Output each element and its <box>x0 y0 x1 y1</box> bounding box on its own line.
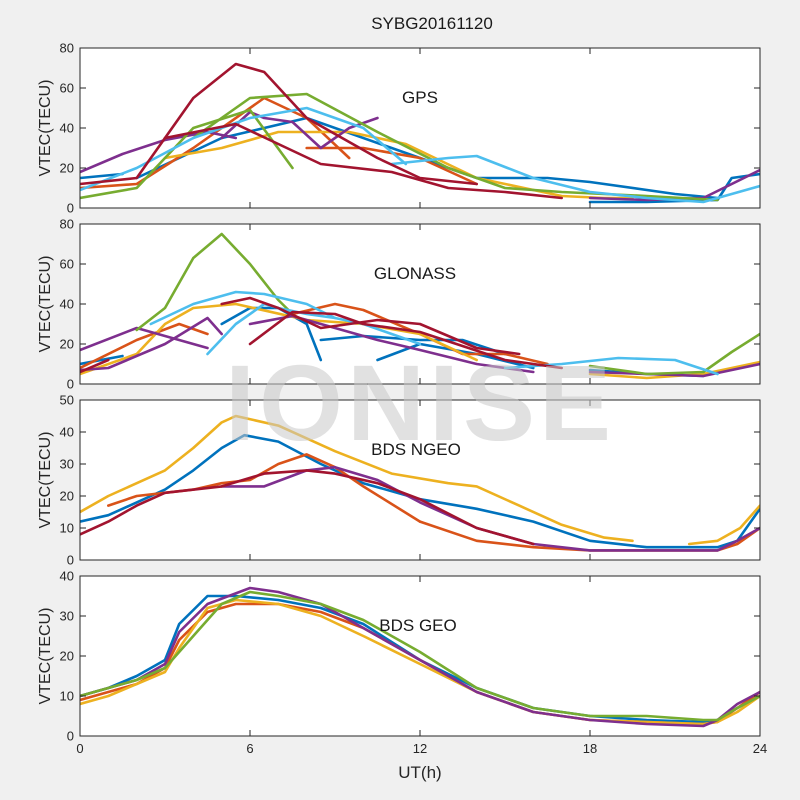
panel-0: 0 20 40 60 80 VTEC(TECU) GPS <box>37 41 761 216</box>
plot-area <box>80 400 760 560</box>
panel-2: 0 10 20 30 40 50 VTEC(TECU) BDS NGEO <box>37 393 761 568</box>
series-line-0 <box>80 354 124 366</box>
y-axis-label: VTEC(TECU) <box>37 256 54 353</box>
x-tick-label: 24 <box>753 741 767 756</box>
series-line-16 <box>206 302 422 356</box>
series-group <box>80 414 760 552</box>
series-line-3 <box>80 96 351 190</box>
series-line-12 <box>588 362 760 378</box>
y-tick-label: 80 <box>60 217 74 232</box>
series-line-2 <box>80 598 760 726</box>
y-tick-label: 0 <box>67 553 74 568</box>
x-tick-label: 12 <box>413 741 427 756</box>
panel-label: BDS NGEO <box>371 440 461 459</box>
x-tick-label: 18 <box>583 741 597 756</box>
y-tick-label: 40 <box>60 121 74 136</box>
series-line-20 <box>248 310 563 370</box>
panel-label: GLONASS <box>374 264 456 283</box>
series-line-0 <box>80 594 760 724</box>
y-tick-label: 40 <box>60 569 74 584</box>
series-line-14 <box>163 122 563 200</box>
y-tick-label: 20 <box>60 489 74 504</box>
series-line-7 <box>80 302 478 376</box>
series-line-0 <box>80 433 760 549</box>
panel-1: 0 20 40 60 80 VTEC(TECU) GLONASS <box>37 217 761 392</box>
y-tick-label: 20 <box>60 649 74 664</box>
series-group <box>80 232 760 380</box>
series-line-4 <box>687 504 760 546</box>
y-tick-label: 10 <box>60 689 74 704</box>
y-tick-label: 40 <box>60 297 74 312</box>
series-line-0 <box>80 172 124 180</box>
y-tick-label: 0 <box>67 377 74 392</box>
series-line-13 <box>135 232 294 332</box>
series-line-9 <box>80 316 223 372</box>
y-tick-label: 50 <box>60 393 74 408</box>
watermark: IONISE <box>225 342 615 463</box>
y-tick-label: 20 <box>60 161 74 176</box>
y-tick-label: 60 <box>60 257 74 272</box>
y-tick-label: 30 <box>60 609 74 624</box>
series-line-1 <box>107 453 422 523</box>
series-line-12 <box>390 154 760 204</box>
y-tick-label: 0 <box>67 729 74 744</box>
series-line-3 <box>80 414 634 543</box>
x-tick-label: 0 <box>76 741 83 756</box>
y-axis-label: VTEC(TECU) <box>37 432 54 529</box>
y-axis-label: VTEC(TECU) <box>37 608 54 705</box>
y-tick-label: 20 <box>60 337 74 352</box>
figure-title: SYBG20161120 <box>371 14 493 33</box>
series-line-6 <box>80 469 535 546</box>
y-axis-label: VTEC(TECU) <box>37 80 54 177</box>
series-line-15 <box>149 290 337 326</box>
plot-area <box>80 48 760 208</box>
x-tick-label: 6 <box>246 741 253 756</box>
y-tick-label: 80 <box>60 41 74 56</box>
y-tick-label: 60 <box>60 81 74 96</box>
series-line-13 <box>80 62 478 186</box>
x-axis-label: UT(h) <box>398 763 441 782</box>
y-tick-label: 10 <box>60 521 74 536</box>
series-line-18 <box>80 358 110 374</box>
series-group <box>80 586 760 728</box>
panel-label: BDS GEO <box>379 616 456 635</box>
panel-label: GPS <box>402 88 438 107</box>
series-group <box>80 62 760 204</box>
y-tick-label: 30 <box>60 457 74 472</box>
series-line-11 <box>80 326 209 352</box>
series-line-3 <box>80 586 760 728</box>
series-line-9 <box>80 108 294 200</box>
plot-area <box>80 576 760 736</box>
y-tick-label: 40 <box>60 425 74 440</box>
series-line-2 <box>319 334 507 356</box>
panel-3: 0 6 12 18 24 0 10 20 30 40 VTEC(TECU) BDS GEO <box>37 569 767 757</box>
series-line-11 <box>80 106 408 192</box>
y-tick-label: 0 <box>67 201 74 216</box>
series-line-14 <box>588 332 760 376</box>
series-line-19 <box>220 296 521 356</box>
series-line-4 <box>80 590 760 722</box>
